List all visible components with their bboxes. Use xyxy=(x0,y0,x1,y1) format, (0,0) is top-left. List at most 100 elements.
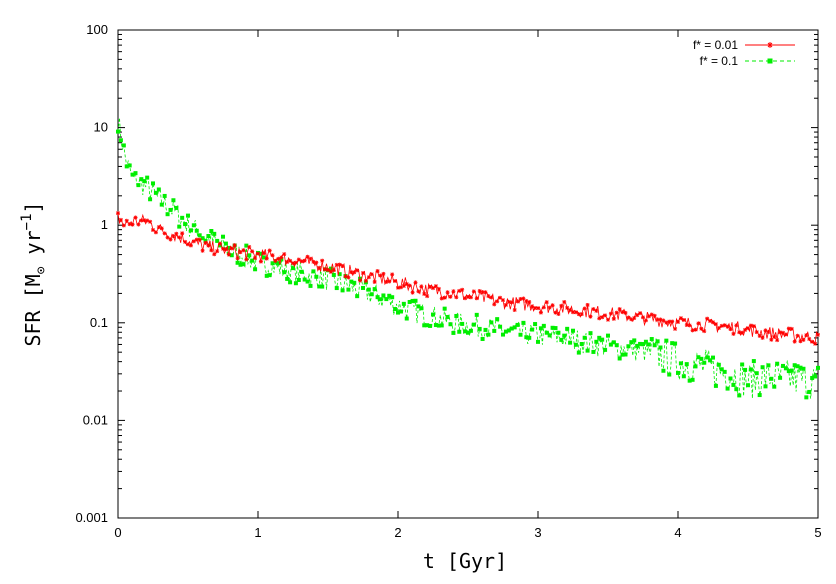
data-point xyxy=(740,330,745,335)
data-point xyxy=(431,312,435,317)
data-point xyxy=(401,284,406,289)
data-point xyxy=(127,163,132,168)
data-point xyxy=(693,327,698,332)
data-point xyxy=(323,267,328,272)
data-point xyxy=(162,193,167,198)
data-point xyxy=(754,330,759,335)
y-tick-label: 10 xyxy=(94,120,108,135)
data-point xyxy=(349,279,354,284)
data-point xyxy=(553,310,558,315)
data-point xyxy=(282,252,287,257)
data-point xyxy=(194,228,199,233)
data-point xyxy=(766,330,771,335)
data-point xyxy=(416,304,421,309)
data-point xyxy=(547,333,552,338)
data-point xyxy=(713,383,718,388)
data-point xyxy=(232,243,237,248)
data-point xyxy=(690,328,695,333)
data-point xyxy=(439,296,444,301)
data-point xyxy=(746,326,750,331)
data-point xyxy=(291,266,295,271)
data-point xyxy=(611,316,616,321)
data-point xyxy=(731,382,736,387)
data-point xyxy=(177,224,182,229)
data-point xyxy=(320,258,325,263)
data-point xyxy=(565,326,570,331)
data-point xyxy=(655,339,660,344)
data-point xyxy=(136,222,141,227)
data-point xyxy=(288,258,293,263)
data-point xyxy=(396,310,400,315)
data-point xyxy=(390,295,395,300)
data-point xyxy=(702,329,707,334)
data-point xyxy=(355,294,360,299)
data-point xyxy=(159,202,164,207)
data-point xyxy=(393,307,398,312)
data-point xyxy=(536,306,540,311)
data-point xyxy=(760,365,765,370)
data-point xyxy=(276,256,281,261)
data-point xyxy=(130,222,135,227)
data-point xyxy=(652,343,657,348)
data-point xyxy=(433,284,438,289)
data-point xyxy=(810,375,815,380)
data-point xyxy=(614,343,619,348)
data-point xyxy=(708,358,713,363)
data-point xyxy=(816,365,820,370)
data-point xyxy=(308,256,313,261)
data-point xyxy=(509,326,514,331)
data-point xyxy=(512,325,517,330)
data-point xyxy=(678,361,683,366)
data-point xyxy=(229,253,234,258)
data-point xyxy=(162,231,167,236)
data-point xyxy=(381,293,386,298)
data-point xyxy=(139,177,144,182)
y-axis-title-superscript: −1 xyxy=(19,213,35,230)
data-point xyxy=(813,341,818,346)
data-point xyxy=(495,299,500,304)
data-point xyxy=(326,268,330,273)
data-point xyxy=(778,375,783,380)
data-point xyxy=(775,361,780,366)
y-axis-title: SFR [M⊙ yr−1] xyxy=(19,201,49,346)
data-point xyxy=(646,314,651,319)
data-point xyxy=(378,273,383,278)
y-tick-label: 0.001 xyxy=(75,510,108,525)
data-point xyxy=(486,294,491,299)
data-point xyxy=(247,253,252,258)
data-point xyxy=(174,231,179,236)
data-point xyxy=(489,320,494,325)
data-point xyxy=(148,197,153,202)
data-point xyxy=(638,311,643,316)
legend-label: f* = 0.1 xyxy=(700,54,739,68)
data-point xyxy=(451,330,456,335)
data-point xyxy=(188,228,193,233)
data-point xyxy=(352,280,357,285)
data-point xyxy=(258,251,263,256)
data-point xyxy=(553,326,558,331)
data-point xyxy=(725,386,730,391)
data-point xyxy=(206,243,211,248)
data-point xyxy=(503,302,508,307)
y-tick-label: 1 xyxy=(101,217,108,232)
data-point xyxy=(696,321,701,326)
data-point xyxy=(562,299,567,304)
data-point xyxy=(626,344,631,349)
data-point xyxy=(588,331,593,336)
data-point xyxy=(533,322,538,327)
data-point xyxy=(308,283,313,288)
data-point xyxy=(436,323,441,328)
y-axis-title-middle: yr xyxy=(21,230,45,266)
data-point xyxy=(757,393,762,398)
data-point xyxy=(661,318,666,323)
data-point xyxy=(183,239,188,244)
data-point xyxy=(573,310,578,315)
data-point xyxy=(226,252,231,257)
data-point xyxy=(165,235,170,240)
data-point xyxy=(716,325,721,330)
series-layer xyxy=(116,117,820,400)
data-point xyxy=(661,368,666,373)
data-point xyxy=(506,328,511,333)
data-point xyxy=(477,326,482,331)
data-point xyxy=(273,258,278,263)
